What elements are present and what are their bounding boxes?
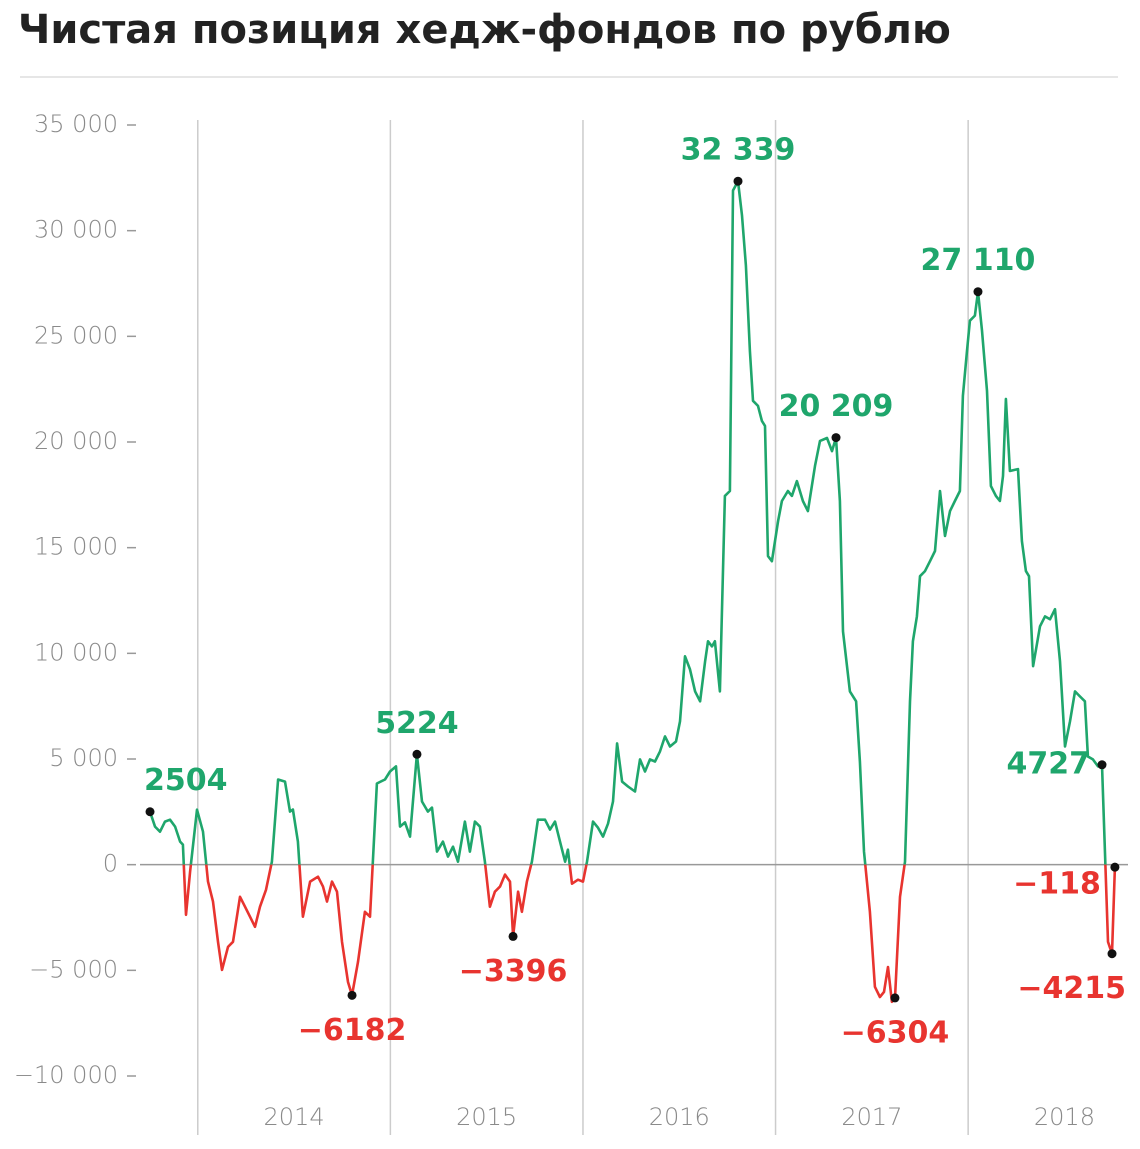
point-marker: [347, 990, 357, 1000]
point-marker: [733, 176, 743, 186]
line-negative: [182, 864, 1117, 1004]
line-positive: [148, 179, 1107, 865]
data-label: 2504: [144, 763, 228, 798]
y-tick-label: 20 000: [34, 427, 118, 455]
x-tick-label: 2014: [264, 1103, 325, 1131]
point-marker: [973, 287, 983, 297]
x-tick-label: 2018: [1034, 1103, 1095, 1131]
data-label: −6182: [298, 1013, 407, 1048]
y-tick-label: −10 000: [14, 1061, 118, 1089]
x-tick-label: 2016: [649, 1103, 710, 1131]
y-tick-label: −5 000: [29, 955, 118, 983]
data-label: 5224: [375, 706, 459, 741]
point-marker: [890, 993, 900, 1003]
point-marker: [412, 749, 422, 759]
point-marker: [508, 931, 518, 941]
point-marker: [145, 807, 155, 817]
y-tick-label: 10 000: [34, 638, 118, 666]
data-label: −6304: [841, 1015, 950, 1050]
y-tick-label: 25 000: [34, 321, 118, 349]
point-marker: [1097, 760, 1107, 770]
point-marker: [831, 433, 841, 443]
data-label: −3396: [459, 954, 568, 989]
y-tick-label: 15 000: [34, 533, 118, 561]
data-label: 20 209: [779, 389, 894, 424]
y-tick-label: 35 000: [34, 110, 118, 138]
y-tick-label: 30 000: [34, 216, 118, 244]
data-label: 32 339: [681, 133, 796, 168]
point-marker: [1110, 862, 1120, 872]
data-label: 4727: [1007, 746, 1091, 781]
y-tick-label: 5 000: [49, 744, 118, 772]
x-tick-label: 2015: [456, 1103, 517, 1131]
point-marker: [1107, 949, 1117, 959]
x-tick-label: 2017: [841, 1103, 902, 1131]
data-label: −4215: [1017, 971, 1126, 1006]
data-label: 27 110: [921, 243, 1036, 278]
y-tick-label: 0: [103, 850, 118, 878]
data-label: −118: [1013, 867, 1101, 902]
chart-title: Чистая позиция хедж-фондов по рублю: [18, 7, 951, 53]
